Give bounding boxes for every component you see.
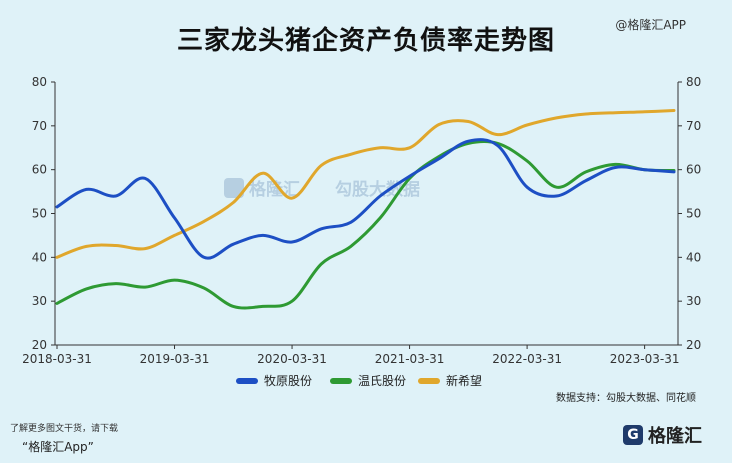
y-tick-label-left: 30	[32, 294, 47, 308]
y-tick-label-left: 50	[32, 207, 47, 221]
data-source-note: 数据支持：勾股大数据、同花顺	[556, 393, 696, 404]
axes: 20 30 40 50 60 70 80 20 30 40 50 60 70 80 2018-03-31 20…	[22, 75, 701, 366]
x-tick-label: 2023-03-31	[610, 352, 680, 366]
series-lines	[55, 109, 676, 310]
y-tick-label-right: 30	[686, 294, 701, 308]
footer-logo: G 格隆汇	[623, 422, 702, 448]
chart-title: 三家龙头猪企资产负债率走势图	[176, 26, 555, 56]
legend-swatch-2	[330, 378, 352, 384]
series-line-3	[55, 109, 676, 259]
x-tick-label: 2018-03-31	[22, 352, 92, 366]
x-tick-label: 2021-03-31	[375, 352, 445, 366]
footer-app-name: “格隆汇App”	[22, 440, 94, 454]
y-tick-label-left: 40	[32, 250, 47, 264]
legend-label-3: 新希望	[446, 373, 482, 388]
footer-download-note: 了解更多图文干货，请下载	[10, 424, 119, 434]
legend-swatch-1	[236, 378, 258, 384]
gelonghui-logo-icon: G	[623, 425, 643, 445]
y-tick-label-left: 80	[32, 75, 47, 89]
y-tick-label-right: 20	[686, 338, 701, 352]
watermark-logo-icon	[224, 178, 244, 198]
y-tick-label-left: 70	[32, 119, 47, 133]
legend-label-2: 温氏股份	[358, 374, 406, 388]
y-tick-label-right: 80	[686, 75, 701, 89]
legend-label-1: 牧原股份	[264, 374, 312, 388]
y-tick-label-left: 20	[32, 338, 47, 352]
series-line-2	[55, 139, 676, 310]
y-tick-label-right: 60	[686, 163, 701, 177]
x-tick-label: 2019-03-31	[140, 352, 210, 366]
y-tick-label-right: 40	[686, 250, 701, 264]
brand-label: @格隆汇APP	[615, 18, 686, 32]
x-tick-label: 2020-03-31	[257, 352, 327, 366]
y-tick-label-left: 60	[32, 163, 47, 177]
x-tick-label: 2022-03-31	[492, 352, 562, 366]
y-tick-label-right: 50	[686, 207, 701, 221]
y-tick-label-right: 70	[686, 119, 701, 133]
series-line-1	[55, 138, 676, 260]
footer-logo-text: 格隆汇	[648, 426, 702, 447]
legend: 牧原股份 温氏股份 新希望	[236, 373, 482, 388]
legend-swatch-3	[418, 378, 440, 384]
